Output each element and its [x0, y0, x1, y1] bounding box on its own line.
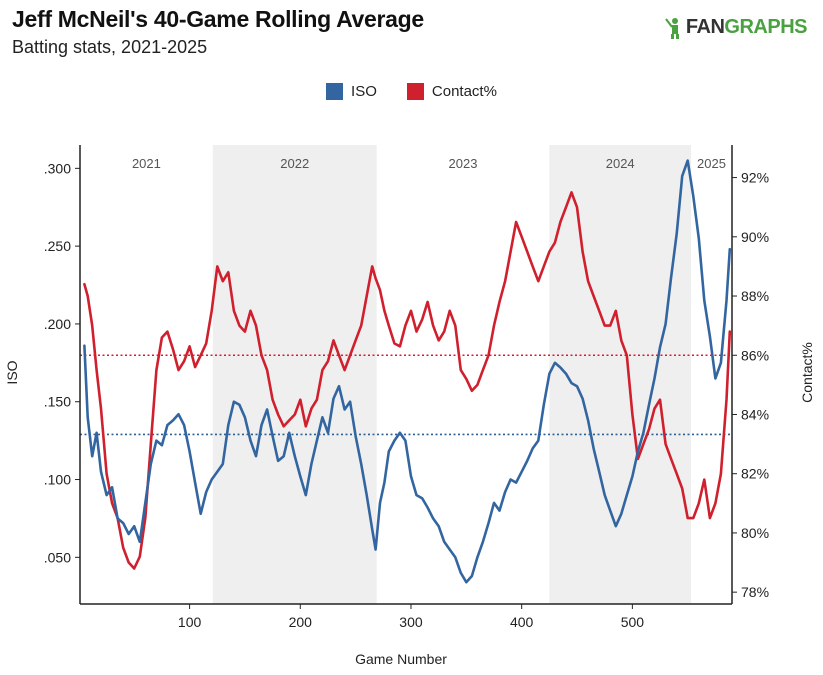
legend-label-contact: Contact%	[431, 83, 497, 100]
season-label-2022: 2022	[280, 156, 309, 171]
y-axis-left-label: ISO	[4, 360, 20, 384]
x-tick-label: 200	[289, 614, 313, 630]
y-right-tick-label: 80%	[741, 525, 769, 541]
x-tick-label: 100	[178, 614, 202, 630]
fangraphs-logo: FAN GRAPHS	[663, 16, 807, 39]
y-right-tick-label: 78%	[741, 584, 769, 600]
season-label-2023: 2023	[449, 156, 478, 171]
y-right-tick-label: 86%	[741, 347, 769, 363]
season-band-2024	[549, 145, 692, 604]
legend-swatch-contact	[406, 83, 424, 100]
y-left-tick-label: .050	[44, 549, 71, 565]
x-tick-label: 500	[621, 614, 645, 630]
brand-graphs: GRAPHS	[724, 16, 807, 38]
y-left-tick-label: .100	[44, 472, 71, 488]
season-band-2022	[212, 145, 377, 604]
contact-series-line	[83, 191, 732, 570]
y-right-tick-label: 90%	[741, 229, 769, 245]
y-left-tick-label: .200	[44, 316, 71, 332]
y-axis-right-label: Contact%	[799, 342, 815, 403]
legend-label-iso: ISO	[351, 83, 377, 100]
x-tick-label: 400	[510, 614, 534, 630]
x-tick-label: 300	[399, 614, 423, 630]
x-axis-label: Game Number	[355, 651, 447, 667]
legend-swatch-iso	[326, 83, 344, 100]
y-left-tick-label: .150	[44, 394, 71, 410]
y-left-tick-label: .250	[44, 238, 71, 254]
season-label-2024: 2024	[606, 156, 635, 171]
y-right-tick-label: 92%	[741, 170, 769, 186]
legend-item-iso: ISO	[326, 83, 377, 100]
brand-fan: FAN	[685, 16, 725, 38]
y-left-tick-label: .300	[44, 160, 71, 176]
iso-series-line	[83, 159, 732, 584]
chart-subtitle: Batting stats, 2021-2025	[12, 37, 208, 57]
legend: ISO Contact%	[0, 83, 823, 100]
batter-icon	[665, 17, 679, 39]
season-label-2021: 2021	[132, 156, 161, 171]
chart-title: Jeff McNeil's 40-Game Rolling Average	[12, 6, 424, 32]
y-right-tick-label: 84%	[741, 406, 769, 422]
y-right-tick-label: 88%	[741, 288, 769, 304]
season-label-2025: 2025	[697, 156, 726, 171]
legend-item-contact: Contact%	[406, 83, 497, 100]
y-right-tick-label: 82%	[741, 466, 769, 482]
